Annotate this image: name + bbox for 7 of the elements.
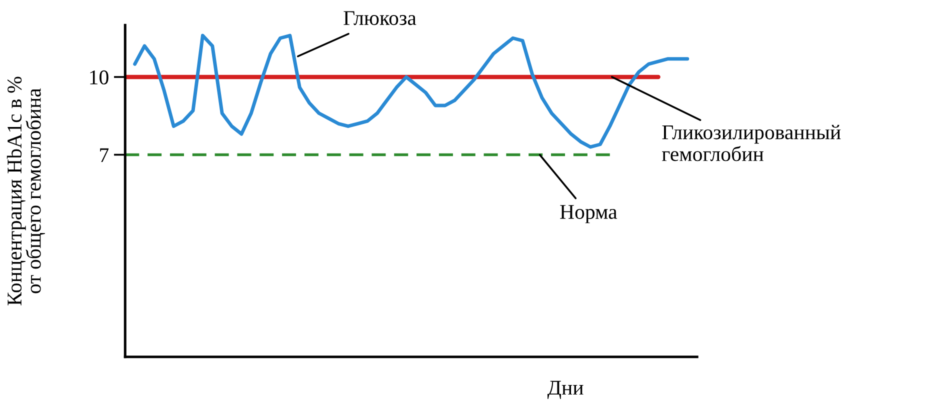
y-tick-label: 10 — [90, 70, 108, 84]
text: Глюкоза — [344, 11, 416, 26]
annotation: Норма — [560, 205, 618, 224]
annotation: Гликозилированный гемоглобин — [662, 124, 841, 162]
y-axis-title: Концентрация HbA1c в % от общего гемоглобина — [6, 76, 45, 306]
y-tick-label: 7 — [100, 148, 109, 162]
x-axis-title: Дни — [547, 380, 584, 399]
